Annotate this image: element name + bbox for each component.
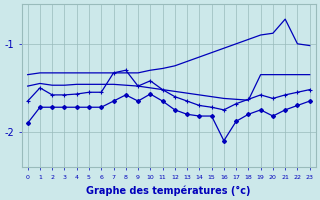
- X-axis label: Graphe des températures (°c): Graphe des températures (°c): [86, 185, 251, 196]
